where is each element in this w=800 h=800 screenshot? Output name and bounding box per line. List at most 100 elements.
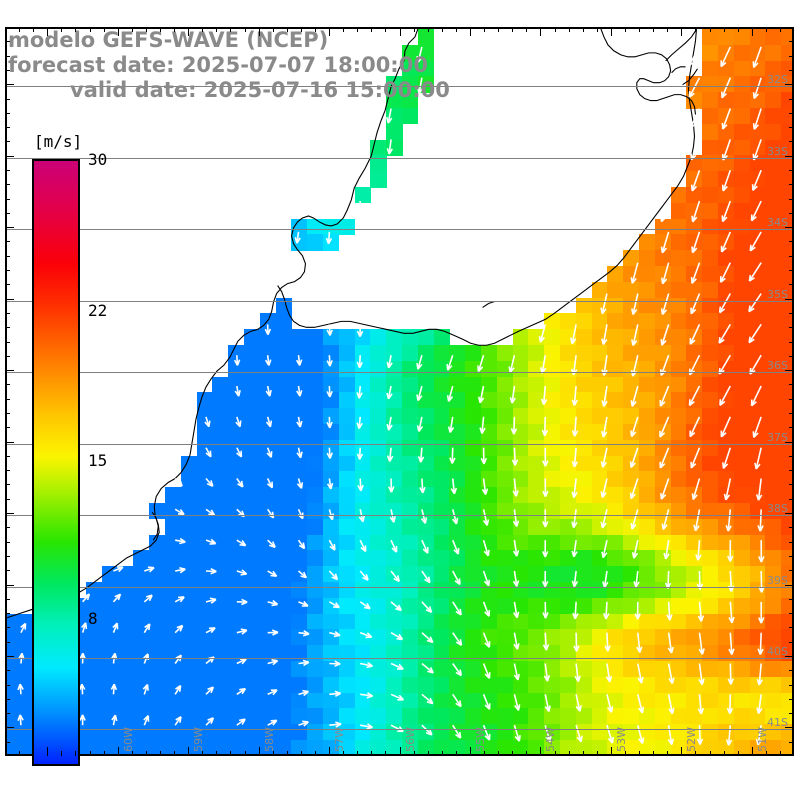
data-cell xyxy=(607,708,624,725)
data-cell xyxy=(481,708,498,725)
axis-tick xyxy=(695,27,697,32)
data-cell xyxy=(749,692,766,709)
data-cell xyxy=(370,455,387,472)
data-cell xyxy=(228,392,245,409)
data-cell xyxy=(591,534,608,551)
data-cell xyxy=(449,455,466,472)
map-plot-frame[interactable]: 61W60W59W58W57W56W55W54W53W52W51W32S33S3… xyxy=(5,27,794,756)
axis-tick xyxy=(785,441,794,443)
data-cell xyxy=(639,503,656,520)
data-cell xyxy=(323,661,340,678)
data-cell xyxy=(354,518,371,536)
data-cell xyxy=(496,392,514,409)
data-cell xyxy=(323,582,340,599)
graticule-parallel xyxy=(7,515,792,516)
data-cell xyxy=(180,534,198,551)
data-cell xyxy=(560,534,577,551)
data-cell xyxy=(291,439,308,457)
data-cell xyxy=(291,392,308,409)
data-cell xyxy=(307,550,324,567)
data-cell xyxy=(575,455,593,472)
data-cell xyxy=(338,597,356,615)
data-cell xyxy=(591,692,608,709)
data-cell xyxy=(686,566,703,583)
data-cell xyxy=(718,329,735,346)
data-cell xyxy=(575,566,593,583)
axis-tick xyxy=(5,713,10,715)
data-cell xyxy=(117,629,134,646)
data-cell xyxy=(370,708,387,725)
data-cell xyxy=(623,329,640,346)
data-cell xyxy=(165,708,182,725)
data-cell xyxy=(101,582,119,599)
data-cell xyxy=(560,424,577,441)
data-cell xyxy=(591,740,608,754)
data-cell xyxy=(575,392,593,409)
data-cell xyxy=(654,582,672,599)
data-cell xyxy=(196,629,213,646)
data-cell xyxy=(244,408,261,425)
axis-tick xyxy=(230,751,232,756)
colorbar[interactable]: [m/s] 30 22 15 8 xyxy=(32,132,107,766)
data-cell xyxy=(575,740,593,754)
data-cell xyxy=(307,455,324,472)
data-cell xyxy=(686,629,703,646)
map-clip: 61W60W59W58W57W56W55W54W53W52W51W32S33S3… xyxy=(7,29,792,754)
data-cell xyxy=(196,613,213,630)
data-cell xyxy=(259,439,277,457)
axis-tick xyxy=(789,641,794,643)
axis-tick xyxy=(582,751,584,756)
data-cell xyxy=(718,360,735,378)
data-cell xyxy=(749,76,766,93)
data-cell xyxy=(402,597,419,615)
data-cell xyxy=(544,518,561,536)
axis-tick xyxy=(512,27,514,32)
data-cell xyxy=(733,313,751,330)
data-cell xyxy=(291,708,308,725)
lat-label: 34S xyxy=(767,216,788,230)
data-cell xyxy=(686,424,703,441)
data-cell xyxy=(481,740,498,754)
data-cell xyxy=(323,613,340,630)
axis-tick xyxy=(789,341,794,343)
data-cell xyxy=(465,582,482,599)
data-cell xyxy=(402,629,419,646)
data-cell xyxy=(670,202,687,220)
data-cell xyxy=(702,408,719,425)
axis-tick xyxy=(5,741,10,743)
data-cell xyxy=(338,566,356,583)
data-cell xyxy=(117,566,134,583)
data-cell xyxy=(654,566,672,583)
data-cell xyxy=(654,455,672,472)
data-cell xyxy=(528,708,545,725)
data-cell xyxy=(275,534,292,551)
data-cell xyxy=(323,360,340,378)
data-cell xyxy=(354,582,371,599)
data-cell xyxy=(733,629,751,646)
data-cell xyxy=(718,487,735,504)
data-cell xyxy=(307,582,324,599)
data-cell xyxy=(149,550,166,567)
data-cell xyxy=(212,708,229,725)
data-cell xyxy=(323,566,340,583)
data-cell xyxy=(607,392,624,409)
data-cell xyxy=(275,518,292,536)
data-cell xyxy=(765,392,782,409)
data-cell xyxy=(702,171,719,188)
data-cell xyxy=(670,329,687,346)
data-cell xyxy=(591,455,608,472)
axis-tick xyxy=(5,641,10,643)
axis-tick xyxy=(258,747,260,756)
data-cell xyxy=(607,281,624,299)
data-cell xyxy=(607,376,624,393)
axis-tick xyxy=(5,69,10,71)
data-cell xyxy=(180,613,198,630)
data-cell xyxy=(560,439,577,457)
data-cell xyxy=(291,629,308,646)
data-cell xyxy=(481,439,498,457)
data-cell xyxy=(654,234,672,251)
data-cell xyxy=(528,518,545,536)
data-cell xyxy=(244,360,261,378)
data-cell xyxy=(402,645,419,662)
data-cell xyxy=(765,550,782,567)
